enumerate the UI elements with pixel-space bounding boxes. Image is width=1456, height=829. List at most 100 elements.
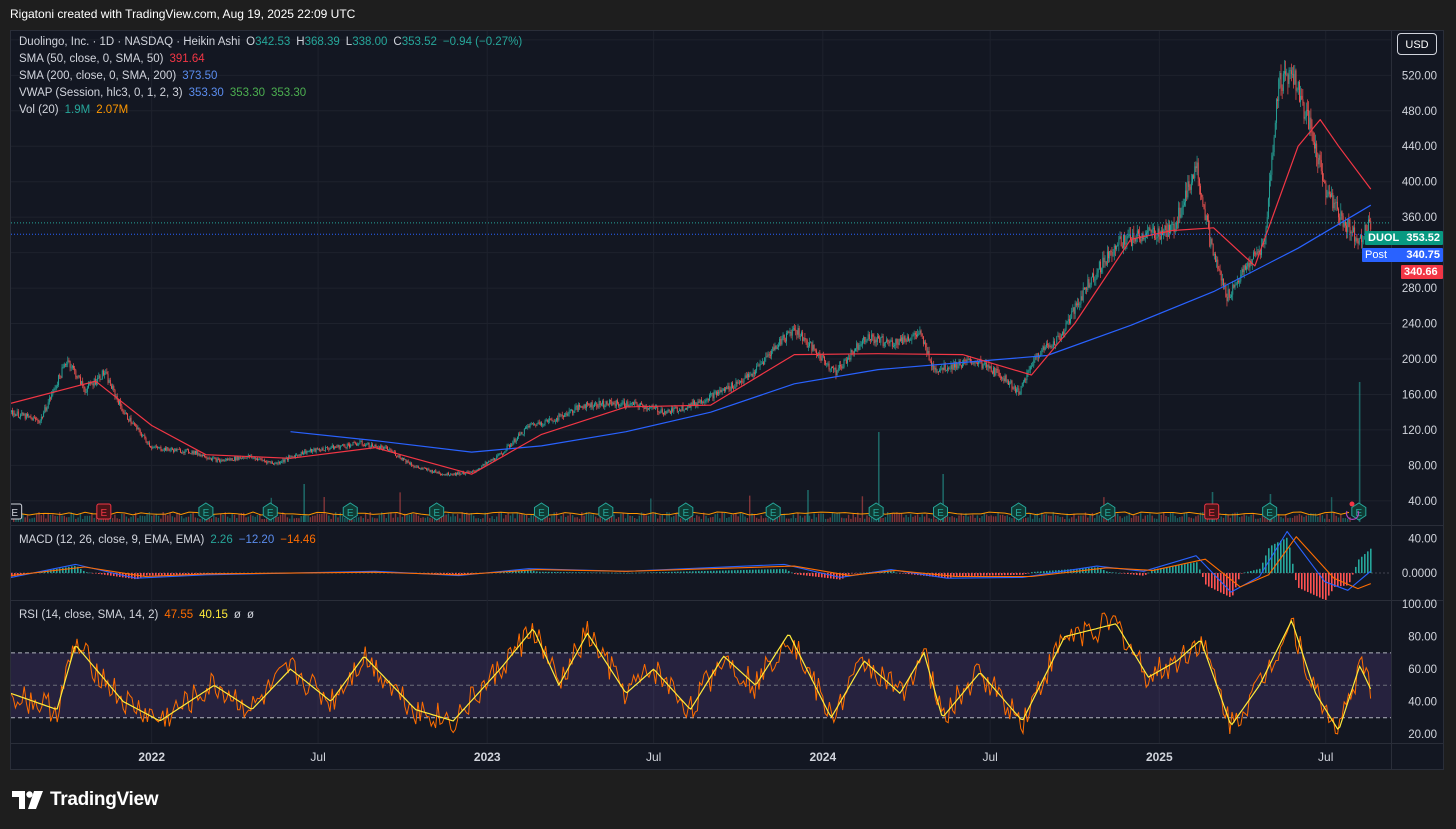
- candle-body: [758, 365, 760, 367]
- sma50-legend[interactable]: SMA (50, close, 0, SMA, 50) 391.64: [19, 53, 211, 65]
- candle-body: [1000, 376, 1001, 378]
- candle-body: [916, 334, 917, 337]
- candle-body: [430, 470, 432, 472]
- candle-body: [472, 470, 474, 472]
- candle-body: [1302, 99, 1304, 103]
- macd-histogram-bar: [1322, 573, 1324, 599]
- currency-button[interactable]: USD: [1397, 33, 1437, 55]
- candle-body: [1273, 137, 1275, 153]
- candle-body: [931, 360, 932, 367]
- candle-body: [230, 458, 232, 460]
- candle-body: [741, 381, 743, 382]
- candle-body: [679, 409, 681, 412]
- volume-legend[interactable]: Vol (20) 1.9M 2.07M: [19, 104, 134, 116]
- volume-bar: [289, 518, 291, 522]
- candle-body: [1368, 219, 1369, 231]
- volume-bar: [116, 518, 118, 522]
- tradingview-logo[interactable]: TradingView: [12, 789, 159, 811]
- candle-body: [1364, 225, 1366, 237]
- candle-body: [373, 446, 375, 448]
- macd-histogram-bar: [668, 571, 670, 574]
- candle-body: [549, 418, 551, 421]
- volume-bar: [408, 515, 410, 522]
- candle-body: [613, 402, 615, 404]
- volume-bar: [141, 515, 144, 522]
- macd-histogram-bar: [839, 573, 841, 580]
- candle-body: [676, 407, 678, 412]
- candle-body: [927, 351, 929, 355]
- candle-body: [1006, 380, 1008, 382]
- change-value: −0.94 (−0.27%): [442, 36, 523, 48]
- rsi-legend[interactable]: RSI (14, close, SMA, 14, 2) 47.55 40.15 ø ø: [19, 609, 260, 621]
- macd-histogram-bar: [734, 570, 736, 574]
- vwap-legend[interactable]: VWAP (Session, hlc3, 0, 1, 2, 3) 353.30 35…: [19, 87, 312, 99]
- macd-legend[interactable]: MACD (12, 26, close, 9, EMA, EMA) 2.26 −12…: [19, 534, 322, 546]
- candle-body: [895, 338, 897, 345]
- macd-histogram-bar: [590, 572, 592, 574]
- candle-body: [656, 407, 658, 409]
- volume-bar: [61, 515, 63, 522]
- sma200-legend[interactable]: SMA (200, close, 0, SMA, 200) 373.50: [19, 70, 223, 82]
- candle-body: [912, 335, 914, 337]
- macd-histogram-bar: [629, 572, 631, 574]
- candle-body: [423, 467, 425, 469]
- macd-histogram-bar: [452, 573, 454, 575]
- volume-bar: [295, 517, 298, 522]
- candle-body: [985, 362, 986, 364]
- candle-body: [732, 382, 733, 389]
- volume-bar: [293, 518, 295, 522]
- candle-body: [997, 369, 999, 373]
- volume-bar: [813, 513, 815, 522]
- candle-body: [73, 366, 74, 369]
- volume-bar: [666, 512, 668, 522]
- candle-body: [858, 345, 860, 350]
- volume-bar: [1057, 515, 1059, 522]
- candle-body: [756, 365, 758, 371]
- macd-histogram-bar: [1028, 573, 1030, 574]
- candle-body: [45, 407, 47, 411]
- candle-body: [873, 336, 875, 344]
- volume-bar: [686, 517, 689, 522]
- candle-body: [795, 329, 797, 331]
- volume-bar: [1278, 513, 1280, 522]
- candle-body: [274, 463, 276, 465]
- candle-body: [816, 350, 817, 354]
- candle-body: [127, 413, 129, 420]
- candle-body: [1024, 379, 1026, 382]
- candle-body: [886, 339, 888, 343]
- candle-body: [718, 391, 720, 394]
- volume-bar: [714, 514, 716, 522]
- candle-body: [1363, 236, 1365, 240]
- candle-body: [254, 457, 256, 460]
- candle-body: [68, 360, 70, 362]
- chart-frame[interactable]: 2022 Jul 2023 Jul 2024 Jul 2025 Jul 40.00 80.00 12…: [10, 30, 1444, 770]
- candle-body: [303, 453, 304, 455]
- candle-body: [983, 363, 985, 365]
- volume-bar: [491, 516, 493, 522]
- candle-body: [790, 331, 792, 336]
- macd-histogram-bar: [101, 573, 103, 575]
- volume-bar: [700, 518, 703, 522]
- candle-body: [536, 423, 538, 426]
- candle-body: [412, 465, 414, 467]
- macd-histogram-bar: [632, 572, 634, 574]
- candle-body: [494, 458, 495, 460]
- earnings-marker: E: [598, 502, 614, 521]
- macd-histogram-bar: [80, 568, 82, 574]
- chart-canvas[interactable]: 2022 Jul 2023 Jul 2024 Jul 2025 Jul40.0080.0012…: [11, 31, 1443, 769]
- volume-bar: [548, 517, 551, 522]
- volume-bar: [1287, 518, 1289, 522]
- candle-body: [523, 428, 525, 435]
- symbol-title[interactable]: Duolingo, Inc. · 1D · NASDAQ · Heikin As…: [19, 36, 241, 48]
- candle-body: [16, 411, 18, 415]
- volume-bar: [65, 517, 68, 522]
- volume-bar: [229, 518, 231, 522]
- volume-bar: [1307, 515, 1310, 522]
- macd-histogram-bar: [1019, 573, 1021, 575]
- candle-body: [299, 454, 301, 456]
- candle-body: [1014, 386, 1016, 393]
- volume-bar: [114, 514, 116, 522]
- macd-histogram-bar: [1067, 569, 1069, 574]
- candle-body: [1115, 245, 1116, 250]
- volume-bar: [1275, 512, 1278, 522]
